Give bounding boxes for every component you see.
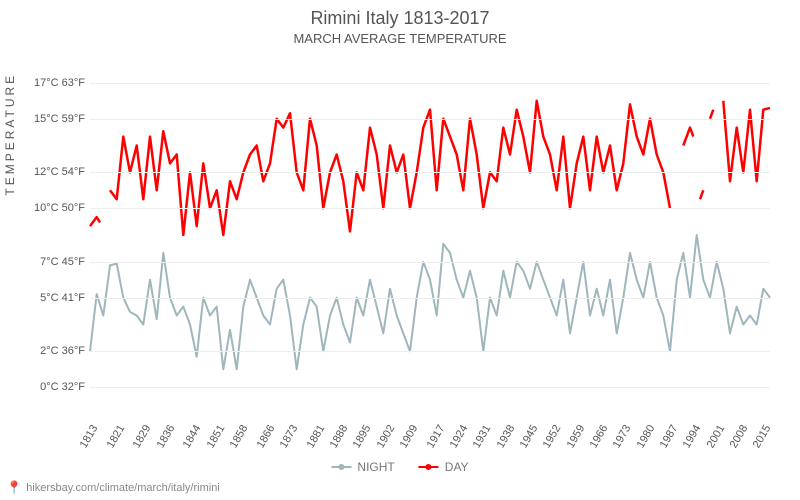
x-tick-label: 1902	[374, 423, 397, 450]
series-line	[90, 235, 770, 369]
x-tick-label: 1973	[611, 423, 634, 450]
legend-label-night: NIGHT	[357, 460, 394, 474]
chart-container: Rimini Italy 1813-2017 MARCH AVERAGE TEM…	[0, 0, 800, 500]
chart-svg	[90, 65, 770, 405]
gridline	[90, 172, 770, 173]
legend: NIGHT DAY	[331, 460, 468, 474]
x-tick-label: 1917	[424, 423, 447, 450]
gridline	[90, 262, 770, 263]
y-tick-label: 17°C 63°F	[30, 77, 85, 89]
legend-label-day: DAY	[445, 460, 469, 474]
x-tick-label: 1931	[471, 423, 494, 450]
gridline	[90, 298, 770, 299]
y-tick-label: 10°C 50°F	[30, 202, 85, 214]
y-tick-label: 7°C 45°F	[30, 256, 85, 268]
footer-text: hikersbay.com/climate/march/italy/rimini	[26, 482, 220, 494]
y-axis-label: TEMPERATURE	[3, 73, 17, 196]
x-tick-label: 1909	[398, 423, 421, 450]
gridline	[90, 387, 770, 388]
chart-subtitle: MARCH AVERAGE TEMPERATURE	[0, 29, 800, 46]
x-tick-label: 1924	[448, 423, 471, 450]
x-tick-label: 1987	[658, 423, 681, 450]
x-tick-label: 1952	[541, 423, 564, 450]
x-tick-label: 1813	[78, 423, 101, 450]
y-tick-label: 0°C 32°F	[30, 381, 85, 393]
legend-marker-day	[419, 466, 439, 468]
x-tick-label: 1881	[304, 423, 327, 450]
x-tick-label: 1959	[564, 423, 587, 450]
x-tick-label: 2001	[704, 423, 727, 450]
x-tick-label: 1821	[104, 423, 127, 450]
x-tick-label: 1844	[181, 423, 204, 450]
x-tick-label: 1938	[494, 423, 517, 450]
legend-marker-night	[331, 466, 351, 468]
series-line	[710, 110, 713, 119]
plot-area: 0°C 32°F2°C 36°F5°C 41°F7°C 45°F10°C 50°…	[90, 65, 770, 405]
gridline	[90, 83, 770, 84]
x-tick-label: 2015	[751, 423, 774, 450]
x-tick-label: 1888	[328, 423, 351, 450]
x-tick-label: 1945	[518, 423, 541, 450]
x-tick-label: 1851	[204, 423, 227, 450]
x-tick-label: 1858	[228, 423, 251, 450]
y-tick-label: 2°C 36°F	[30, 345, 85, 357]
series-line	[110, 101, 670, 235]
series-line	[683, 128, 693, 146]
x-tick-label: 1829	[131, 423, 154, 450]
legend-item-night: NIGHT	[331, 460, 394, 474]
x-tick-label: 1966	[588, 423, 611, 450]
chart-title: Rimini Italy 1813-2017	[0, 0, 800, 29]
gridline	[90, 351, 770, 352]
x-tick-label: 1980	[634, 423, 657, 450]
y-tick-label: 12°C 54°F	[30, 166, 85, 178]
x-tick-label: 1873	[278, 423, 301, 450]
x-tick-label: 1994	[681, 423, 704, 450]
series-line	[700, 190, 703, 199]
x-tick-label: 1836	[154, 423, 177, 450]
series-line	[723, 101, 770, 182]
x-tick-label: 1866	[254, 423, 277, 450]
footer: 📍 hikersbay.com/climate/march/italy/rimi…	[6, 480, 220, 496]
y-tick-label: 15°C 59°F	[30, 113, 85, 125]
series-line	[90, 217, 100, 226]
y-tick-label: 5°C 41°F	[30, 292, 85, 304]
x-tick-label: 1895	[351, 423, 374, 450]
pin-icon: 📍	[6, 480, 22, 496]
x-tick-label: 2008	[728, 423, 751, 450]
gridline	[90, 119, 770, 120]
gridline	[90, 208, 770, 209]
legend-item-day: DAY	[419, 460, 469, 474]
